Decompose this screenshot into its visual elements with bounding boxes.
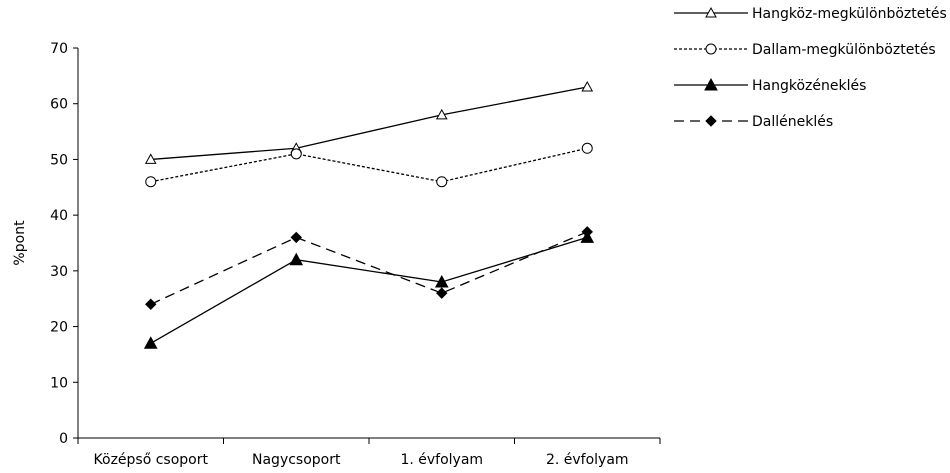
x-tick-label: 1. évfolyam xyxy=(400,452,483,468)
y-tick-label: 40 xyxy=(50,208,68,224)
legend-label: Dallam-megkülönböztetés xyxy=(752,42,936,58)
data-point xyxy=(290,148,302,160)
data-point xyxy=(434,274,449,288)
data-point xyxy=(143,336,158,349)
y-axis-title: %pont xyxy=(12,220,28,266)
data-point xyxy=(290,231,302,244)
x-tick-label: Középső csoport xyxy=(94,452,209,468)
series-3 xyxy=(145,226,593,310)
y-tick-label: 20 xyxy=(50,320,68,336)
series-0 xyxy=(144,80,594,164)
series-line xyxy=(150,147,588,183)
legend-item: Dallam-megkülönböztetés xyxy=(674,42,936,58)
y-tick-label: 30 xyxy=(50,264,68,280)
series-line xyxy=(150,86,588,161)
y-tick-label: 0 xyxy=(59,431,68,447)
legend-item: Hangköz-megkülönböztetés xyxy=(674,6,947,22)
series-2 xyxy=(143,230,595,349)
data-point xyxy=(144,153,157,164)
chart-series-layer xyxy=(143,80,595,349)
legend-label: Hangköz-megkülönböztetés xyxy=(752,6,947,22)
y-tick-label: 10 xyxy=(50,375,68,391)
data-point xyxy=(289,252,304,266)
series-line xyxy=(150,231,588,305)
data-point xyxy=(435,108,448,120)
legend-marker xyxy=(705,43,717,55)
legend-label: Dalléneklés xyxy=(752,114,833,130)
y-tick-label: 50 xyxy=(50,152,68,168)
legend-item: Hangközéneklés xyxy=(674,77,866,94)
series-1 xyxy=(145,142,593,188)
legend-marker xyxy=(704,77,718,91)
data-point xyxy=(436,287,448,299)
chart-legend: Hangköz-megkülönböztetés Dallam-megkülönb… xyxy=(674,6,947,130)
y-tick-label: 70 xyxy=(50,41,68,57)
x-tick-label: Nagycsoport xyxy=(252,452,341,468)
data-point xyxy=(145,298,157,310)
chart-axes: 0 10 20 30 40 50 60 70 Középső csoport Nagycsopor… xyxy=(50,41,661,468)
data-point xyxy=(436,176,448,188)
data-point xyxy=(581,80,594,92)
legend-item: Dalléneklés xyxy=(674,114,833,130)
y-tick-label: 60 xyxy=(50,97,68,113)
data-point xyxy=(581,142,593,154)
legend-label: Hangközéneklés xyxy=(752,78,866,94)
legend-marker xyxy=(705,115,717,127)
data-point xyxy=(145,176,157,188)
data-point xyxy=(581,226,593,238)
legend-marker xyxy=(705,6,717,18)
x-tick-label: 2. évfolyam xyxy=(546,452,629,468)
series-line xyxy=(150,236,588,344)
